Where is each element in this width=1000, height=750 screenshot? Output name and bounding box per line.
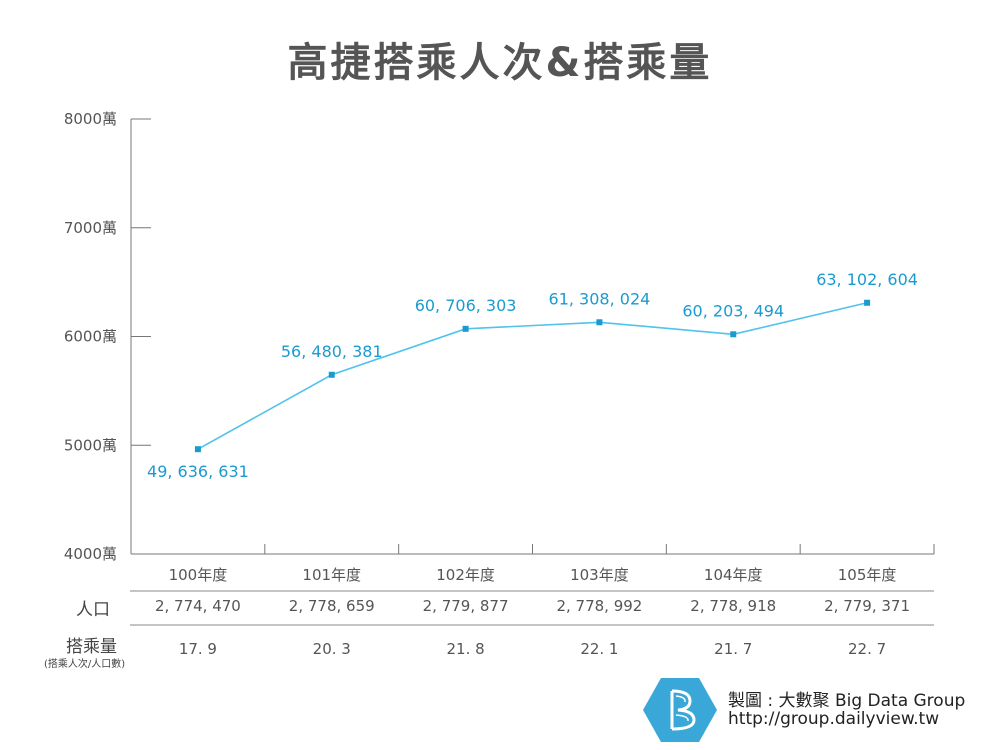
- credit-text: 製圖 : 大數聚 Big Data Group: [728, 691, 966, 711]
- data-point: [864, 299, 871, 306]
- ridership-row-sublabel: (搭乘人次/人口數): [44, 659, 126, 670]
- ridership-cell: 21. 8: [446, 640, 485, 658]
- ridership-cell: 21. 7: [714, 640, 753, 658]
- y-tick-label: 8000萬: [64, 110, 117, 128]
- data-label: 56, 480, 381: [281, 342, 383, 361]
- population-cell: 2, 778, 659: [288, 597, 375, 615]
- data-labels: 49, 636, 631 56, 480, 381 60, 706, 303 61, …: [147, 270, 918, 481]
- x-tick-label: 104年度: [704, 566, 763, 584]
- population-cell: 2, 779, 371: [824, 597, 911, 615]
- x-tick-label: 105年度: [838, 566, 897, 584]
- big-data-group-logo: [642, 677, 718, 747]
- series-ridership: [194, 299, 871, 453]
- y-tick-label: 7000萬: [64, 219, 117, 237]
- population-cell: 2, 774, 470: [154, 597, 241, 615]
- data-point: [596, 319, 603, 326]
- data-label: 49, 636, 631: [147, 462, 249, 481]
- series-line: [197, 301, 868, 450]
- population-row-label: 人口: [76, 600, 110, 620]
- population-cell: 2, 778, 992: [556, 597, 643, 615]
- y-tick-label: 4000萬: [64, 545, 117, 563]
- population-cell: 2, 778, 918: [690, 597, 777, 615]
- x-tick-label: 102年度: [436, 566, 495, 584]
- data-label: 63, 102, 604: [816, 270, 918, 289]
- population-cell: 2, 779, 877: [422, 597, 509, 615]
- source-url: http://group.dailyview.tw: [728, 709, 940, 729]
- y-tick-label: 5000萬: [64, 436, 117, 454]
- ridership-row-label: 搭乘量: [66, 637, 117, 657]
- ridership-cell: 22. 1: [580, 640, 619, 658]
- data-point: [462, 325, 469, 332]
- x-tick-label: 100年度: [169, 566, 228, 584]
- data-point: [194, 446, 201, 453]
- y-axis: 8000萬 7000萬 6000萬 5000萬 4000萬: [64, 110, 151, 563]
- x-tick-label: 101年度: [302, 566, 361, 584]
- ridership-cell: 22. 7: [847, 640, 887, 658]
- ridership-cell: 20. 3: [312, 640, 351, 658]
- x-tick-label: 103年度: [570, 566, 629, 584]
- x-axis: 100年度 101年度 102年度 103年度 104年度 105年度: [130, 544, 935, 584]
- data-label: 60, 706, 303: [415, 296, 517, 315]
- data-label: 61, 308, 024: [549, 289, 651, 308]
- data-label: 60, 203, 494: [682, 301, 784, 320]
- data-point: [328, 371, 335, 378]
- data-point: [730, 331, 737, 338]
- ridership-cell: 17. 9: [178, 640, 217, 658]
- y-tick-label: 6000萬: [64, 328, 117, 346]
- chart-title: 高捷搭乘人次&搭乘量: [287, 40, 713, 86]
